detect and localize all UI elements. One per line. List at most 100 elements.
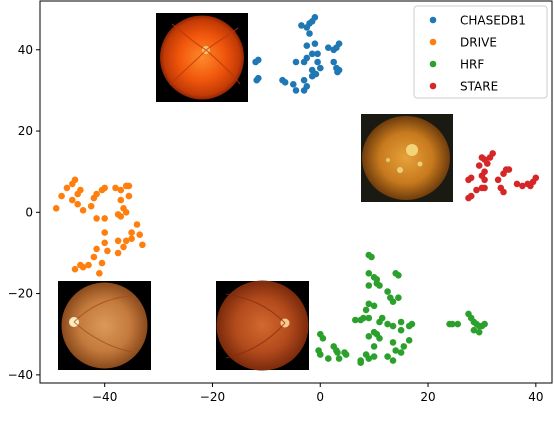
data-point — [405, 337, 413, 344]
data-point — [335, 40, 343, 47]
data-point — [481, 168, 488, 175]
legend-label: DRIVE — [460, 36, 497, 50]
data-point — [69, 196, 76, 204]
data-point — [114, 237, 122, 245]
data-point — [96, 270, 103, 277]
data-point — [308, 50, 316, 58]
legend-label: STARE — [460, 80, 498, 94]
data-point — [125, 182, 133, 190]
data-point — [395, 294, 402, 302]
data-point — [395, 272, 402, 279]
data-point — [449, 320, 456, 328]
data-point — [481, 156, 488, 163]
data-point — [481, 184, 488, 192]
legend-marker — [429, 38, 437, 46]
legend-marker — [429, 82, 437, 90]
data-point — [52, 205, 60, 212]
data-point — [467, 192, 475, 200]
data-point — [362, 306, 370, 314]
data-point — [400, 343, 408, 350]
data-point — [314, 58, 321, 66]
data-point — [117, 196, 125, 204]
series-chasedb1 — [252, 13, 343, 94]
data-point — [500, 188, 507, 196]
data-point — [342, 351, 350, 358]
data-point — [117, 213, 125, 220]
data-point — [357, 316, 365, 324]
data-point — [133, 221, 141, 228]
x-tick-label: 0 — [316, 390, 324, 404]
data-point — [489, 150, 497, 157]
data-point — [494, 176, 502, 184]
data-point — [311, 13, 319, 21]
x-tick-label: 20 — [420, 390, 435, 404]
plot-frame — [39, 0, 553, 384]
data-point — [319, 335, 327, 342]
data-point — [384, 288, 391, 295]
data-point — [303, 42, 311, 49]
fundus-thumbnail-drive — [58, 281, 151, 370]
data-point — [98, 259, 106, 267]
data-point — [87, 202, 95, 210]
data-point — [101, 184, 108, 192]
data-point — [519, 182, 526, 190]
data-point — [376, 318, 383, 326]
x-axis: −40 −20 0 20 40 — [92, 383, 543, 404]
data-point — [139, 241, 146, 249]
data-point — [122, 237, 130, 245]
data-point — [376, 335, 383, 342]
data-point — [77, 261, 84, 269]
data-point — [311, 40, 319, 47]
data-point — [114, 249, 122, 257]
data-point — [505, 166, 513, 173]
data-point — [384, 353, 391, 360]
y-tick-label: −40 — [8, 368, 33, 382]
y-tick-label: 20 — [18, 124, 33, 138]
legend-label: CHASEDB1 — [460, 14, 526, 28]
data-point — [93, 215, 100, 222]
data-point — [357, 359, 365, 367]
data-point — [325, 355, 332, 362]
x-tick-label: −20 — [200, 390, 225, 404]
data-point — [71, 176, 79, 184]
legend: CHASEDB1 DRIVE HRF STARE — [413, 5, 548, 99]
data-point — [334, 349, 341, 356]
data-point — [365, 300, 373, 308]
series-hrf — [315, 251, 488, 367]
data-point — [335, 355, 343, 362]
legend-label: HRF — [460, 58, 484, 72]
data-point — [389, 322, 397, 330]
data-point — [71, 265, 79, 273]
data-point — [63, 184, 71, 192]
data-point — [292, 87, 300, 94]
data-point — [370, 343, 378, 350]
data-point — [300, 76, 308, 84]
data-point — [90, 253, 98, 261]
data-point — [362, 351, 370, 358]
data-point — [384, 320, 391, 328]
data-point — [330, 58, 338, 66]
data-point — [365, 333, 373, 340]
data-point — [475, 162, 483, 169]
data-point — [527, 182, 534, 190]
y-axis: −40 −20 0 20 40 — [8, 43, 40, 382]
data-point — [58, 192, 65, 200]
data-point — [389, 298, 397, 306]
data-point — [532, 174, 540, 182]
data-point — [317, 351, 324, 358]
fundus-thumbnail-chasedb1 — [156, 13, 248, 102]
data-point — [365, 282, 373, 289]
data-point — [303, 83, 311, 90]
y-tick-label: 40 — [18, 43, 33, 57]
data-point — [253, 76, 260, 84]
data-point — [314, 50, 321, 58]
fundus-thumbnail-stare — [361, 114, 453, 202]
data-point — [317, 64, 324, 72]
data-point — [312, 70, 320, 78]
data-point — [101, 229, 108, 236]
series-stare — [465, 150, 540, 202]
fundus-thumbnail-hrf — [216, 280, 309, 371]
data-point — [475, 328, 483, 336]
data-point — [352, 316, 359, 324]
